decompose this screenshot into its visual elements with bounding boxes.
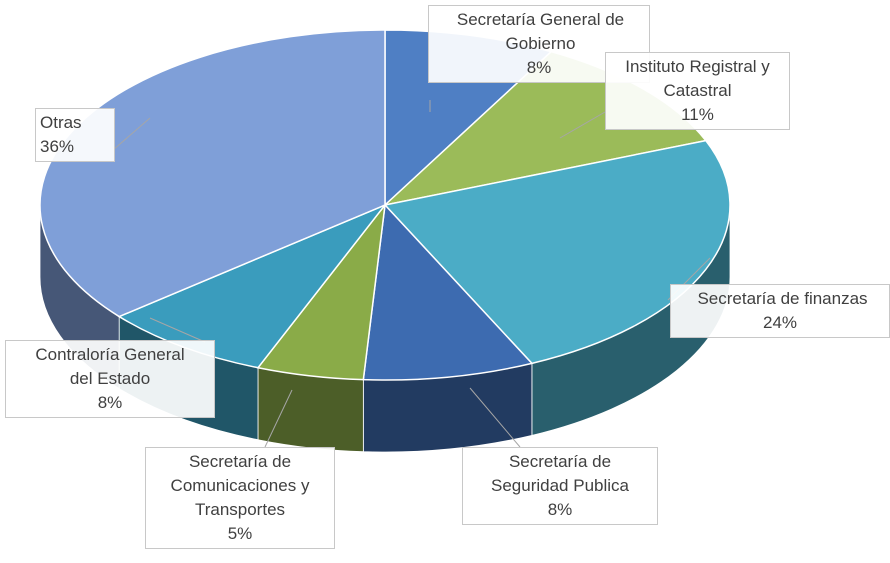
leader-line xyxy=(149,317,206,343)
leader-line xyxy=(264,389,293,448)
label-name: Secretaría de finanzas xyxy=(697,289,868,308)
label-name: Contraloría General del Estado xyxy=(35,345,185,388)
data-label: Contraloría General del Estado 8% xyxy=(5,340,215,418)
label-value: 8% xyxy=(97,393,123,412)
data-label: Secretaría General de Gobierno 8% xyxy=(428,5,650,83)
leader-line xyxy=(469,387,521,448)
data-label: Instituto Registral y Catastral 11% xyxy=(605,52,790,130)
slice xyxy=(383,139,731,365)
label-value: 8% xyxy=(526,58,552,77)
slice-side xyxy=(257,367,364,453)
label-value: 24% xyxy=(762,313,798,332)
label-value: 36% xyxy=(40,137,75,156)
label-name: Instituto Registral y Catastral xyxy=(625,57,770,100)
label-name: Secretaría de Comunicaciones y Transport… xyxy=(170,452,310,519)
data-label: Secretaría de Comunicaciones y Transport… xyxy=(145,447,335,549)
label-name: Otras xyxy=(40,113,82,132)
label-value: 8% xyxy=(547,500,573,519)
slice xyxy=(362,203,534,381)
leader-lines xyxy=(112,100,711,448)
leader-line xyxy=(559,111,606,139)
label-name: Secretaría de Seguridad Publica xyxy=(491,452,629,495)
data-label: Secretaría de finanzas 24% xyxy=(670,284,890,338)
label-value: 5% xyxy=(227,524,253,543)
leader-line xyxy=(112,117,151,151)
data-label: Secretaría de Seguridad Publica 8% xyxy=(462,447,658,525)
data-label: Otras 36% xyxy=(35,108,115,162)
label-value: 11% xyxy=(681,105,714,124)
label-name: Secretaría General de Gobierno xyxy=(456,10,625,53)
